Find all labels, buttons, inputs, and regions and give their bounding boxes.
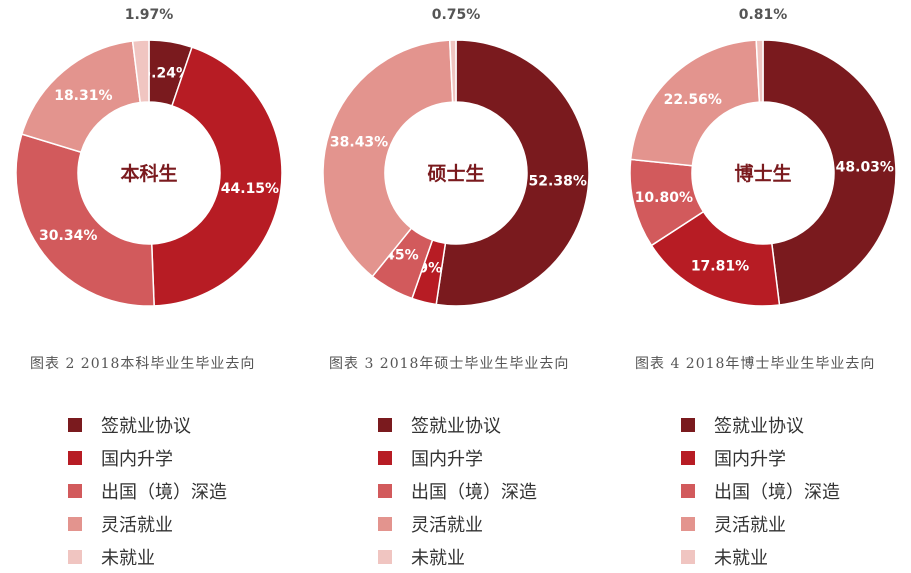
slice-label-flexible-employment: 38.43% xyxy=(330,134,388,150)
legend-label: 国内升学 xyxy=(101,448,173,470)
slice-label-domestic-study: 44.15% xyxy=(221,181,279,197)
legend-item: 出国（境）深造 xyxy=(681,474,840,507)
legend-label: 出国（境）深造 xyxy=(714,481,840,503)
donut-doctor: 48.03% 17.81% 10.80% 22.56% 0.81% 博士生 xyxy=(629,7,897,307)
legend-swatch xyxy=(681,483,695,498)
legend-item: 签就业协议 xyxy=(378,408,537,441)
slice-label-flexible-employment: 22.56% xyxy=(664,92,722,108)
legend-label: 灵活就业 xyxy=(714,514,786,536)
legend-item: 签就业协议 xyxy=(68,408,227,441)
legend-item: 灵活就业 xyxy=(378,507,537,540)
legend-item: 灵活就业 xyxy=(681,507,840,540)
slice-label-unemployed: 0.81% xyxy=(739,7,788,23)
slice-unemployed xyxy=(755,39,764,103)
slice-label-flexible-employment: 18.31% xyxy=(54,88,112,104)
legend-label: 签就业协议 xyxy=(101,415,191,437)
legend-label: 国内升学 xyxy=(714,448,786,470)
slice-abroad-study xyxy=(15,133,155,307)
legend-swatch xyxy=(68,450,82,465)
legend-swatch xyxy=(378,516,392,531)
caption-master: 图表 3 2018年硕士毕业生毕业去向 xyxy=(329,356,570,372)
legend-label: 国内升学 xyxy=(411,448,483,470)
legend-label: 未就业 xyxy=(101,547,155,569)
legend-label: 未就业 xyxy=(714,547,768,569)
legend-label: 签就业协议 xyxy=(411,415,501,437)
legend-label: 签就业协议 xyxy=(714,415,804,437)
donut-undergraduate: 5.24% 44.15% 30.34% 18.31% 1.97% 本科生 xyxy=(15,7,283,307)
legend-swatch xyxy=(681,417,695,432)
legend-label: 灵活就业 xyxy=(101,514,173,536)
slice-flexible-employment xyxy=(322,39,454,278)
caption-doctor: 图表 4 2018年博士毕业生毕业去向 xyxy=(635,356,876,372)
legend-swatch xyxy=(378,483,392,498)
legend-swatch xyxy=(68,483,82,498)
legend-label: 出国（境）深造 xyxy=(101,481,227,503)
legend-label: 未就业 xyxy=(411,547,465,569)
donut-master: 52.38%2.99%5.45%38.43%0.75%硕士生 xyxy=(322,7,590,307)
legend-swatch xyxy=(378,417,392,432)
slice-label-unemployed: 1.97% xyxy=(125,7,174,23)
legend-item: 国内升学 xyxy=(68,441,227,474)
legend-swatch xyxy=(378,549,392,564)
slice-label-domestic-study: 17.81% xyxy=(691,258,749,274)
legend-undergraduate: 签就业协议 国内升学 出国（境）深造 灵活就业 未就业 xyxy=(68,408,227,573)
legend-swatch xyxy=(68,516,82,531)
donut-charts: 5.24%44.15%30.34%18.31%1.97%本科生52.38%2.9… xyxy=(15,7,897,307)
slice-label-agreement: 52.38% xyxy=(529,174,587,190)
legend-item: 未就业 xyxy=(681,540,840,573)
legend-item: 出国（境）深造 xyxy=(68,474,227,507)
legend-doctor: 签就业协议 国内升学 出国（境）深造 灵活就业 未就业 xyxy=(681,408,840,573)
slice-label-abroad-study: 30.34% xyxy=(39,228,97,244)
legend-swatch xyxy=(68,417,82,432)
slice-unemployed xyxy=(448,39,457,103)
slice-label-unemployed: 0.75% xyxy=(432,7,481,23)
legend-item: 签就业协议 xyxy=(681,408,840,441)
legend-item: 未就业 xyxy=(68,540,227,573)
legend-item: 国内升学 xyxy=(378,441,537,474)
legend-master: 签就业协议 国内升学 出国（境）深造 灵活就业 未就业 xyxy=(378,408,537,573)
slice-unemployed xyxy=(131,39,150,104)
slice-label-abroad-study: 10.80% xyxy=(635,190,693,206)
legend-swatch xyxy=(68,549,82,564)
legend-swatch xyxy=(378,450,392,465)
legend-swatch xyxy=(681,549,695,564)
slice-agreement xyxy=(762,39,897,306)
legend-item: 出国（境）深造 xyxy=(378,474,537,507)
legend-label: 出国（境）深造 xyxy=(411,481,537,503)
legend-item: 未就业 xyxy=(378,540,537,573)
legend-swatch xyxy=(681,516,695,531)
slice-flexible-employment xyxy=(629,39,761,167)
slice-label-agreement: 48.03% xyxy=(836,160,894,176)
center-label-undergraduate: 本科生 xyxy=(120,162,177,185)
slice-agreement xyxy=(435,39,590,307)
legend-item: 国内升学 xyxy=(681,441,840,474)
slice-domestic-study xyxy=(150,46,283,307)
center-label-doctor: 博士生 xyxy=(734,162,791,185)
legend-item: 灵活就业 xyxy=(68,507,227,540)
center-label-master: 硕士生 xyxy=(427,162,484,185)
caption-undergraduate: 图表 2 2018本科毕业生毕业去向 xyxy=(30,356,256,372)
slice-label-agreement: 5.24% xyxy=(141,65,190,81)
legend-swatch xyxy=(681,450,695,465)
legend-label: 灵活就业 xyxy=(411,514,483,536)
